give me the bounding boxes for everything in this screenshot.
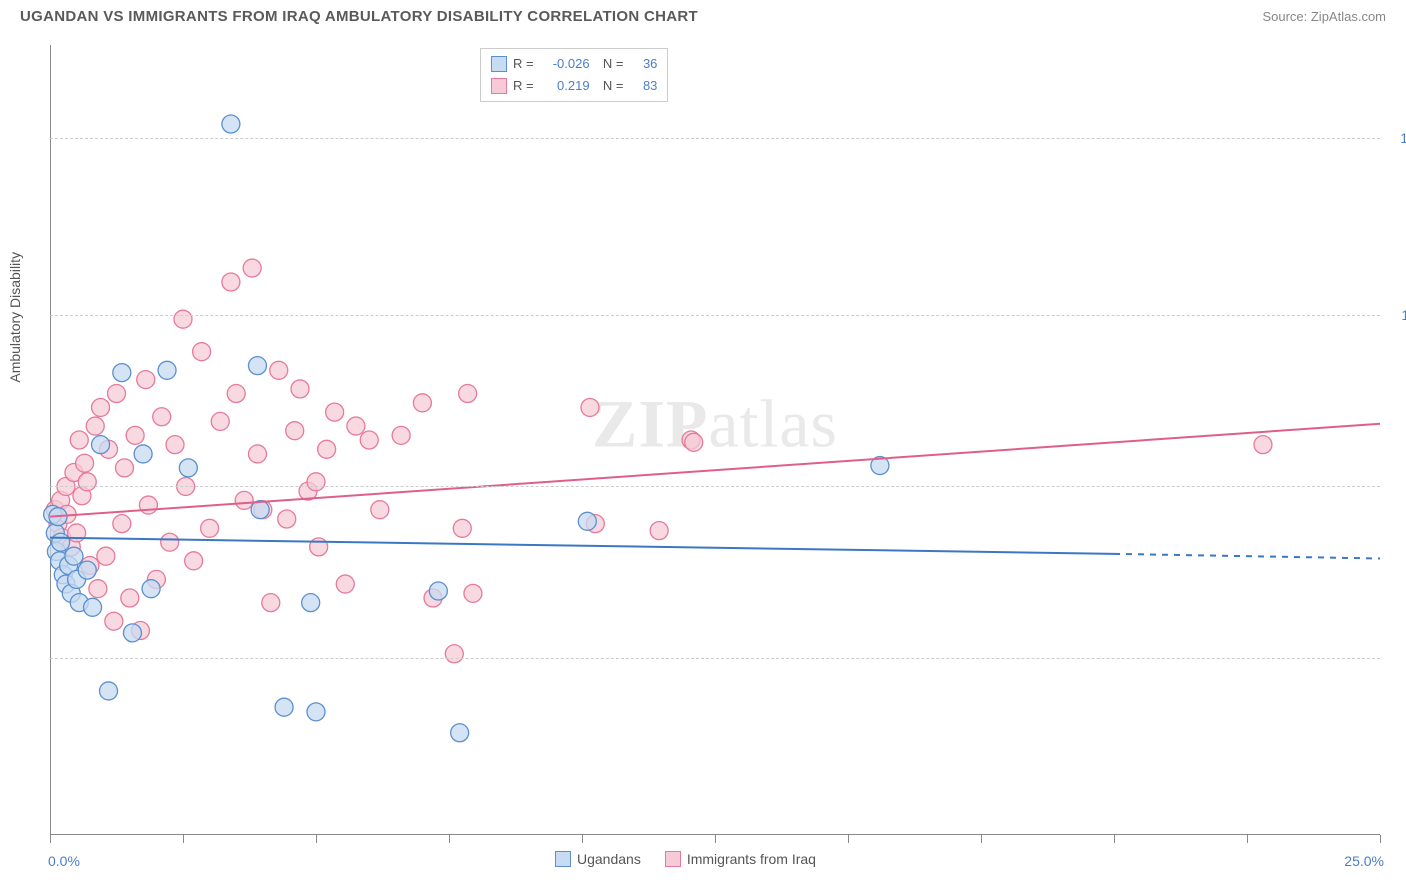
x-tick: [848, 835, 849, 843]
x-tick: [981, 835, 982, 843]
x-tick: [1247, 835, 1248, 843]
gridline-h: [50, 658, 1380, 659]
y-tick-label: 7.5%: [1385, 478, 1406, 494]
r-value-iraq: 0.219: [540, 75, 590, 97]
x-tick: [50, 835, 51, 843]
legend-row-iraq: R = 0.219 N = 83: [491, 75, 657, 97]
legend-swatch-ugandans: [491, 56, 507, 72]
x-tick: [582, 835, 583, 843]
chart-title: UGANDAN VS IMMIGRANTS FROM IRAQ AMBULATO…: [20, 8, 698, 25]
x-tick-min: 0.0%: [48, 853, 80, 869]
gridline-h: [50, 315, 1380, 316]
x-tick: [316, 835, 317, 843]
n-value-iraq: 83: [629, 75, 657, 97]
legend-swatch-ugandans-icon: [555, 851, 571, 867]
chart-area: Ambulatory Disability ZIPatlas R = -0.02…: [50, 45, 1380, 835]
legend-swatch-iraq: [491, 78, 507, 94]
gridline-h: [50, 138, 1380, 139]
series-legend: Ugandans Immigrants from Iraq: [555, 851, 816, 867]
y-tick-label: 3.8%: [1385, 650, 1406, 666]
y-tick-label: 11.2%: [1385, 307, 1406, 323]
x-tick-max: 25.0%: [1344, 853, 1384, 869]
n-value-ugandans: 36: [629, 53, 657, 75]
source-attribution: Source: ZipAtlas.com: [1262, 9, 1386, 24]
r-value-ugandans: -0.026: [540, 53, 590, 75]
scatter-plot-svg: [50, 45, 1380, 835]
correlation-legend: R = -0.026 N = 36 R = 0.219 N = 83: [480, 48, 668, 102]
legend-row-ugandans: R = -0.026 N = 36: [491, 53, 657, 75]
legend-swatch-iraq-icon: [665, 851, 681, 867]
x-tick: [1380, 835, 1381, 843]
x-tick: [1114, 835, 1115, 843]
x-tick: [183, 835, 184, 843]
legend-label-ugandans: Ugandans: [577, 851, 641, 867]
x-tick: [715, 835, 716, 843]
legend-item-iraq: Immigrants from Iraq: [665, 851, 816, 867]
y-tick-label: 15.0%: [1385, 130, 1406, 146]
legend-item-ugandans: Ugandans: [555, 851, 641, 867]
x-tick: [449, 835, 450, 843]
gridline-h: [50, 486, 1380, 487]
legend-label-iraq: Immigrants from Iraq: [687, 851, 816, 867]
y-axis-title: Ambulatory Disability: [7, 252, 23, 383]
